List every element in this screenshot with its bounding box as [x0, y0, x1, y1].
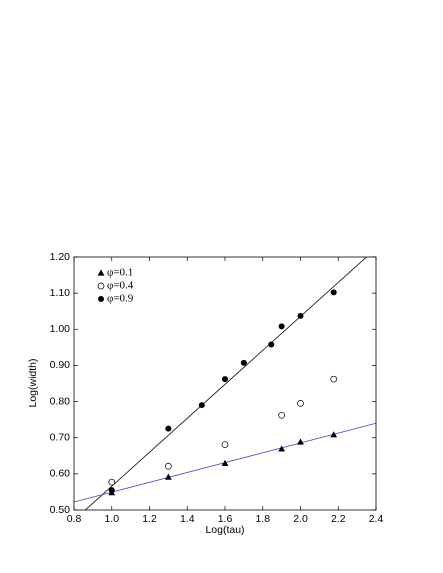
point: [297, 400, 304, 407]
y-tick-label: 0.80: [50, 395, 71, 407]
point: [268, 341, 275, 348]
point: [278, 323, 285, 330]
point: [198, 402, 205, 409]
point: [240, 359, 247, 366]
legend-marker: [98, 296, 104, 302]
point: [165, 462, 172, 470]
fit-line: [85, 257, 367, 510]
x-tick-label: 1.8: [255, 513, 270, 525]
point: [330, 289, 337, 296]
point: [221, 441, 229, 448]
x-tick-label: 1.4: [180, 513, 195, 525]
point: [108, 478, 116, 486]
x-tick-label: 1.0: [104, 513, 119, 525]
point: [165, 425, 172, 432]
y-tick-label: 0.50: [50, 504, 71, 516]
point: [221, 459, 229, 466]
point: [278, 411, 285, 419]
plot-frame: [73, 256, 377, 511]
y-axis-label: Log(width): [27, 358, 39, 407]
y-tick-label: 1.00: [50, 323, 71, 335]
point: [278, 445, 286, 452]
x-tick-label: 2.2: [331, 513, 346, 525]
y-tick-label: 1.20: [50, 251, 71, 263]
point: [108, 487, 115, 494]
x-tick-label: 1.2: [142, 513, 157, 525]
y-tick-label: 0.90: [50, 359, 71, 371]
y-tick-label: 1.10: [50, 287, 71, 299]
legend-label: φ=0.1: [107, 267, 133, 279]
x-tick-label: 0.8: [67, 513, 82, 525]
point: [297, 438, 304, 445]
point: [297, 312, 304, 319]
legend-label: φ=0.4: [107, 280, 134, 292]
x-tick-label: 2.0: [293, 513, 308, 525]
x-tick-label: 1.6: [218, 513, 233, 525]
point: [164, 473, 172, 480]
y-tick-label: 0.60: [50, 468, 71, 480]
legend-label: φ=0.9: [107, 293, 134, 305]
point: [330, 375, 338, 383]
x-tick-label: 2.4: [369, 513, 384, 525]
x-axis-label: Log(tau): [205, 524, 244, 536]
point: [222, 376, 228, 383]
legend-marker: [97, 269, 105, 276]
point: [330, 431, 338, 438]
legend-marker: [97, 282, 105, 290]
y-tick-label: 0.70: [50, 431, 71, 443]
